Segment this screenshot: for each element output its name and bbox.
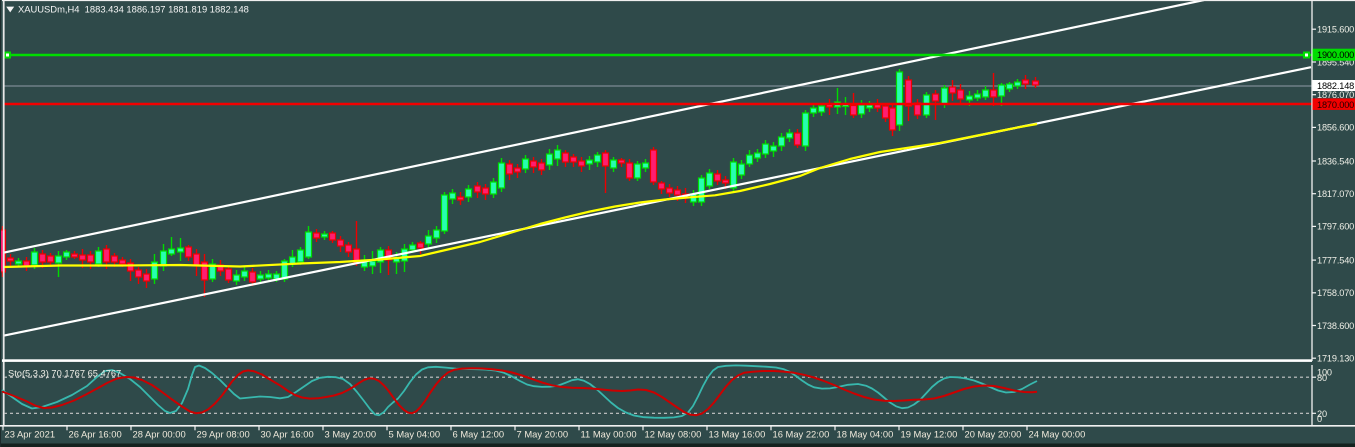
svg-text:28 Apr 00:00: 28 Apr 00:00 <box>133 428 186 439</box>
svg-text:18 May 04:00: 18 May 04:00 <box>837 428 894 439</box>
svg-text:19 May 12:00: 19 May 12:00 <box>901 428 958 439</box>
svg-text:11 May 00:00: 11 May 00:00 <box>581 428 637 439</box>
svg-text:30 Apr 16:00: 30 Apr 16:00 <box>261 428 314 439</box>
svg-text:29 Apr 08:00: 29 Apr 08:00 <box>197 428 250 439</box>
svg-text:XAUUSDm,H4 1883.434 1886.197: XAUUSDm,H4 1883.434 1886.197 1881.819 18… <box>18 4 249 15</box>
svg-text:1915.600: 1915.600 <box>1317 25 1354 35</box>
svg-text:24 May 00:00: 24 May 00:00 <box>1029 428 1086 439</box>
svg-text:1900.000: 1900.000 <box>1317 50 1354 60</box>
svg-text:12 May 08:00: 12 May 08:00 <box>645 428 702 439</box>
svg-text:1895.540: 1895.540 <box>1317 57 1354 67</box>
svg-text:7 May 20:00: 7 May 20:00 <box>517 428 569 439</box>
svg-text:5 May 04:00: 5 May 04:00 <box>389 428 441 439</box>
svg-text:13 May 16:00: 13 May 16:00 <box>709 428 766 439</box>
svg-text:0: 0 <box>1317 414 1322 424</box>
svg-text:1797.600: 1797.600 <box>1317 222 1354 232</box>
svg-text:1882.148: 1882.148 <box>1317 81 1354 91</box>
svg-text:1719.130: 1719.130 <box>1317 354 1354 364</box>
svg-text:6 May 12:00: 6 May 12:00 <box>453 428 505 439</box>
svg-text:23 Apr 2021: 23 Apr 2021 <box>5 428 56 439</box>
svg-text:80: 80 <box>1317 373 1327 383</box>
svg-text:1836.540: 1836.540 <box>1317 156 1354 166</box>
svg-text:1876.070: 1876.070 <box>1317 90 1354 100</box>
svg-text:1738.600: 1738.600 <box>1317 321 1354 331</box>
svg-text:1817.070: 1817.070 <box>1317 189 1354 199</box>
svg-text:100: 100 <box>1317 367 1332 377</box>
svg-text:1856.600: 1856.600 <box>1317 123 1354 133</box>
svg-text:16 May 22:00: 16 May 22:00 <box>773 428 830 439</box>
svg-text:1777.540: 1777.540 <box>1317 255 1354 265</box>
svg-text:3 May 20:00: 3 May 20:00 <box>325 428 377 439</box>
svg-text:1870.000: 1870.000 <box>1317 100 1354 110</box>
svg-text:20 May 20:00: 20 May 20:00 <box>965 428 1022 439</box>
svg-text:26 Apr 16:00: 26 Apr 16:00 <box>69 428 122 439</box>
svg-text:Sto(5,3,3) 70.1767 65.4767: Sto(5,3,3) 70.1767 65.4767 <box>8 369 121 379</box>
svg-text:1758.070: 1758.070 <box>1317 288 1354 298</box>
svg-text:20: 20 <box>1317 409 1327 419</box>
